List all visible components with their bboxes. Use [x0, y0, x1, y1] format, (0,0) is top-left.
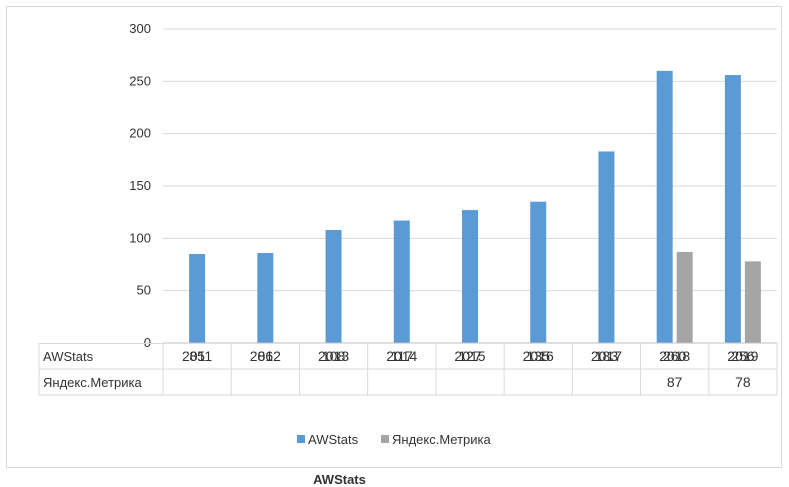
y-tick-label: 250 [129, 73, 151, 88]
data-label: 117 [391, 348, 414, 364]
x-tick-label: 2012 [250, 348, 281, 364]
data-label: 183 [595, 348, 619, 364]
data-label: 78 [735, 374, 751, 390]
x-tick-label: 2011 [182, 348, 212, 364]
bar-awstats [462, 210, 478, 343]
bar-awstats [325, 229, 342, 343]
bar-awstats [393, 220, 410, 343]
bar-awstats [724, 75, 741, 343]
bar-awstats [598, 151, 615, 343]
chart-frame: 0 50 100 150 200 250 300 2011 2012 2013 2014 2015 20… [6, 6, 782, 468]
x-tick-label: 2019 [727, 348, 758, 364]
legend-label: Яндекс.Метрика [392, 432, 492, 447]
bar-chart: 0 50 100 150 200 250 300 2011 2012 2013 2014 2015 20… [38, 21, 778, 447]
table-series-label: AWStats [43, 349, 94, 364]
data-label: 260 [663, 348, 687, 364]
x-tick-label: 2016 [523, 348, 554, 364]
y-tick-label: 300 [129, 21, 151, 36]
x-tick-label: 2015 [454, 348, 485, 364]
bar-awstats [257, 252, 274, 343]
bar-awstats [189, 254, 206, 343]
legend-label: AWStats [308, 432, 359, 447]
data-label: 127 [458, 348, 482, 364]
y-tick-label: 100 [129, 230, 151, 245]
data-label: 86 [258, 348, 274, 364]
data-label: 256 [731, 348, 755, 364]
y-tick-label: 150 [129, 178, 151, 193]
x-tick-label: 2013 [318, 348, 349, 364]
bar-awstats [530, 201, 547, 343]
y-tick-label: 0 [144, 335, 151, 350]
bar-yandex-metrika [744, 261, 761, 343]
x-tick-label: 2014 [386, 348, 417, 364]
y-tick-label: 50 [137, 283, 151, 298]
x-tick-label: 2017 [591, 348, 622, 364]
bar-awstats [656, 70, 673, 343]
legend-swatch [381, 435, 389, 443]
x-tick-label: 2018 [659, 348, 690, 364]
bar-yandex-metrika [676, 251, 693, 343]
data-label: 135 [527, 348, 551, 364]
legend-swatch [297, 435, 305, 443]
table-series-label: Яндекс.Метрика [43, 375, 143, 390]
y-tick-label: 200 [129, 126, 151, 141]
data-label: 87 [667, 374, 683, 390]
chart-caption: AWStats [313, 472, 366, 487]
data-label: 85 [189, 348, 205, 364]
data-label: 108 [322, 348, 346, 364]
